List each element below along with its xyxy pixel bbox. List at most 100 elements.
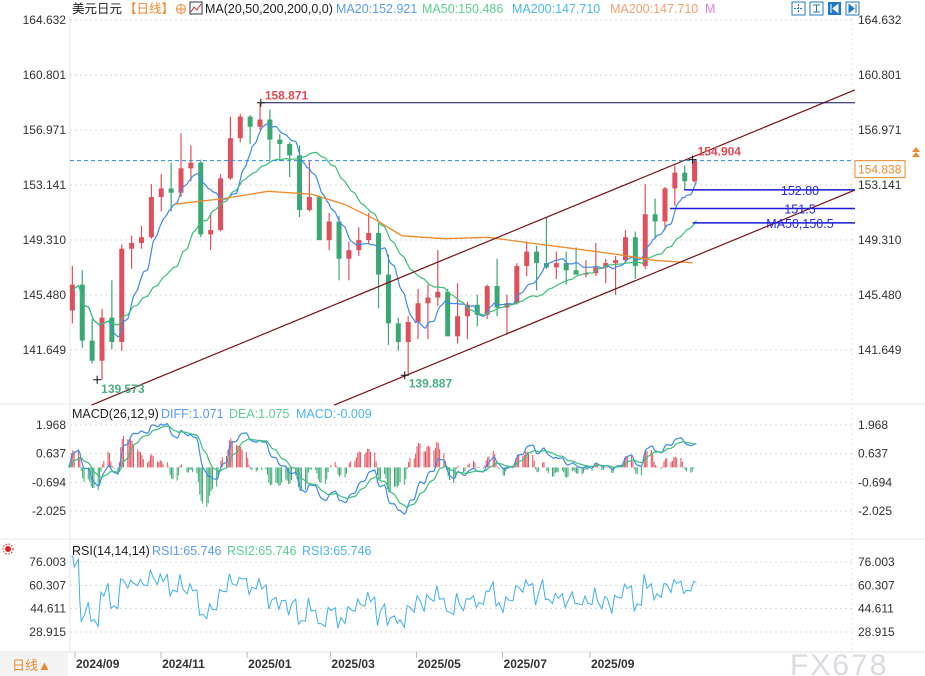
candle-body [622,237,628,261]
candle [563,251,569,285]
candle [445,288,451,337]
candle [415,288,421,340]
candle-body [138,237,144,243]
candle [682,165,688,190]
candle-body [267,119,273,140]
candle-body [682,172,688,182]
candle [583,260,589,278]
candle-body [415,303,421,322]
price-right-tick-label: 145.480 [858,288,902,302]
candle-body [573,270,579,275]
candle-body [583,273,589,275]
rsi-right-tick-label: 60.307 [858,578,895,592]
candle [405,316,411,376]
add-indicator-icon[interactable] [176,4,186,14]
candle-body [346,250,352,259]
candle-body [425,297,431,304]
candle-body [198,162,204,235]
candle [356,227,362,256]
candle-body [89,340,95,361]
candle [573,247,579,275]
ma-indicator-icon[interactable] [189,1,203,15]
ma20-line [72,122,697,338]
candle-body [692,160,698,182]
channel-lower-line [333,189,856,406]
candle-body [257,119,263,127]
candle-body [336,221,342,259]
price-left-tick-label: 164.632 [23,13,67,27]
candle-body [316,197,322,241]
grid [70,19,852,633]
rsi-left-tick-label: 76.003 [29,555,66,569]
scroll-to-latest-icon [912,147,920,157]
scroll-left-icon[interactable] [828,2,841,15]
extreme-marker [400,371,409,380]
y-axes: 164.632 164.632 160.801 160.801 156.971 156.9… [23,13,902,639]
candle [336,215,342,281]
candle [346,241,352,281]
candle-body [672,172,678,189]
rsi-params: RSI(14,14,14) [72,544,150,558]
candle [435,250,441,307]
candle [504,294,510,335]
candle-body [435,291,441,298]
macd-right-tick-label: -2.025 [858,504,892,518]
candle [138,225,144,249]
candle [474,294,480,327]
candle-body [247,116,253,127]
level-label: 151.5 [784,203,815,217]
candle-body [237,116,243,139]
settings-sun-icon[interactable] [2,543,14,555]
watermark: FX678 [790,649,888,676]
candle-body [613,260,619,264]
candle [148,184,154,239]
x-axis: 2024/09 2024/11 2025/01 2025/03 2025/05 2025/… [74,652,635,671]
x-tick-label: 2025/01 [248,657,292,671]
candle-body [445,291,451,337]
scroll-right-icon[interactable] [845,1,860,16]
period-button-bg[interactable] [0,653,68,676]
candle [622,230,628,262]
candle [603,258,609,284]
macd-diff-line [67,422,697,515]
candle [395,317,401,351]
extreme-marker [256,98,265,107]
candle-body [385,274,391,324]
candle [692,159,698,183]
rsi-right-tick-label: 76.003 [858,555,895,569]
candle-body [306,197,312,210]
candle-body [158,188,164,198]
period-label[interactable]: 【日线】 [124,2,174,16]
candle [455,283,461,344]
candle-body [188,162,194,169]
macd-left-tick-label: 1.968 [36,418,66,432]
macd-diff-value: DIFF:1.071 [161,407,224,421]
rsi2-value: RSI2:65.746 [227,544,297,558]
candle [69,265,75,324]
x-tick-label: 2025/07 [504,657,548,671]
candle [168,162,174,212]
rsi1-value: RSI1:65.746 [152,544,222,558]
candle-body [474,304,480,315]
rsi-left-tick-label: 28.915 [29,625,66,639]
low-label: 139.887 [409,376,453,390]
x-tick-label: 2024/11 [162,657,205,671]
candle-body [287,143,293,156]
candle-body [69,284,75,311]
candle [534,245,540,291]
candle [366,212,372,245]
last-high-label: 154.904 [698,145,742,159]
ma-params: MA(20,50,200,200,0,0) [205,2,333,16]
candle [524,241,530,277]
candle [662,187,668,231]
crosshair-icon[interactable] [791,1,806,16]
fit-icon[interactable] [809,1,824,16]
period-button[interactable]: 日线▲ [12,658,51,673]
rsi-right-tick-label: 44.611 [858,602,894,616]
rsi-left-tick-label: 44.611 [30,602,66,616]
macd-right-tick-label: 0.637 [858,447,888,461]
candle-body [178,168,184,193]
ma200-line [174,190,693,264]
candle-body [99,317,105,361]
